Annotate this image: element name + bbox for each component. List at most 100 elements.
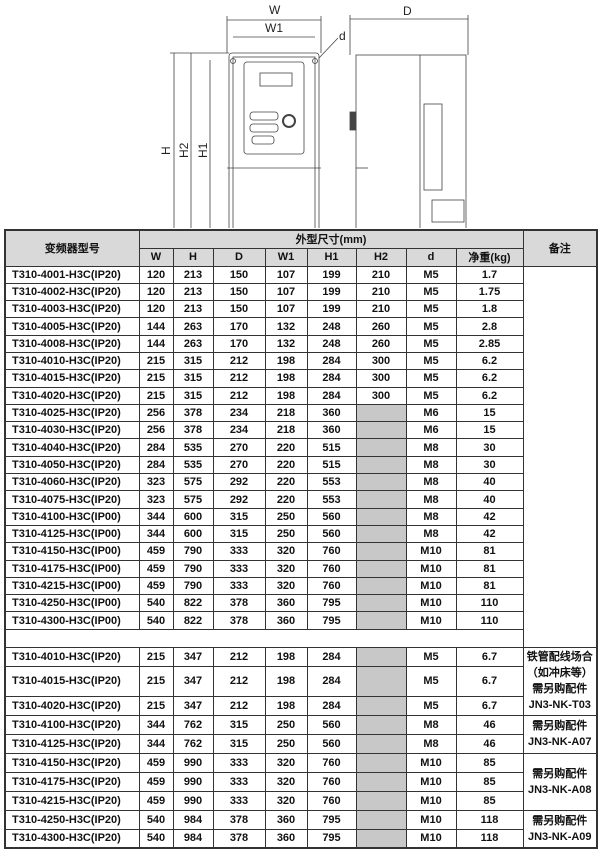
value-cell: 284: [306, 351, 357, 371]
value-cell: 515: [306, 438, 357, 457]
value-cell: 248: [306, 317, 357, 336]
value-cell: 85: [455, 790, 524, 811]
value-cell: 315: [172, 386, 214, 405]
value-cell: 760: [306, 559, 357, 578]
value-cell: [355, 646, 407, 667]
value-cell: 284: [306, 386, 357, 405]
header-col: D: [212, 247, 266, 267]
value-cell: 198: [264, 369, 308, 388]
model-cell: T310-4001-H3C(IP20): [4, 265, 140, 284]
value-cell: 199: [306, 300, 357, 319]
value-cell: [355, 559, 407, 578]
table-row: T310-4008-H3C(IP20) 144 263 170 132 248 260 M5 2…: [4, 334, 597, 353]
value-cell: 212: [212, 646, 266, 667]
value-cell: 6.7: [455, 665, 524, 697]
header-col: W1: [264, 247, 308, 267]
value-cell: [355, 524, 407, 544]
value-cell: 220: [264, 490, 308, 509]
model-cell: T310-4025-H3C(IP20): [4, 403, 140, 423]
value-cell: 553: [306, 490, 357, 509]
value-cell: 40: [455, 473, 524, 492]
value-cell: 213: [172, 300, 214, 319]
value-cell: 344: [138, 524, 174, 544]
value-cell: 40: [455, 490, 524, 509]
value-cell: 822: [172, 611, 214, 630]
value-cell: 459: [138, 542, 174, 561]
table-row: T310-4005-H3C(IP20) 144 263 170 132 248 260 M5 2…: [4, 317, 597, 336]
value-cell: 198: [264, 386, 308, 405]
value-cell: 1.8: [455, 300, 524, 319]
model-cell: T310-4015-H3C(IP20): [4, 665, 140, 697]
value-cell: 300: [355, 369, 407, 388]
value-cell: M5: [405, 282, 457, 302]
value-cell: 218: [264, 403, 308, 423]
header-remarks: 备注: [522, 229, 598, 267]
value-cell: 762: [172, 733, 214, 754]
value-cell: [355, 611, 407, 630]
value-cell: 795: [306, 594, 357, 613]
value-cell: 540: [138, 611, 174, 630]
value-cell: 85: [455, 752, 524, 773]
value-cell: 85: [455, 771, 524, 792]
front-view: [227, 52, 321, 228]
value-cell: 540: [138, 809, 174, 830]
value-cell: 360: [264, 594, 308, 613]
value-cell: 790: [172, 576, 214, 596]
value-cell: 378: [212, 809, 266, 830]
model-cell: T310-4003-H3C(IP20): [4, 300, 140, 319]
value-cell: 315: [212, 507, 266, 526]
value-cell: 215: [138, 351, 174, 371]
value-cell: 42: [455, 507, 524, 526]
value-cell: 144: [138, 334, 174, 353]
value-cell: [355, 542, 407, 561]
value-cell: [355, 455, 407, 475]
value-cell: [355, 473, 407, 492]
value-cell: M8: [405, 438, 457, 457]
value-cell: 120: [138, 265, 174, 284]
label-h2: H2: [177, 142, 191, 158]
value-cell: 762: [172, 714, 214, 735]
dimension-table: 变频器型号 外型尺寸(mm) 备注 W H D W1 H1 H2 d 净重(kg) T310-…: [4, 229, 599, 849]
model-cell: T310-4008-H3C(IP20): [4, 334, 140, 353]
value-cell: 6.7: [455, 695, 524, 716]
value-cell: 790: [172, 559, 214, 578]
model-cell: T310-4300-H3C(IP00): [4, 611, 140, 630]
table-row: T310-4010-H3C(IP20) 215 347 212 198 284 M5 6.7 铁…: [4, 646, 598, 716]
model-cell: T310-4020-H3C(IP20): [4, 695, 140, 716]
table-row: T310-4175-H3C(IP20) 459 990 333 320 760 M10 85: [4, 771, 597, 792]
value-cell: 81: [455, 559, 524, 578]
value-cell: 150: [212, 282, 266, 302]
value-cell: M8: [405, 473, 457, 492]
value-cell: 212: [212, 665, 266, 697]
value-cell: M8: [405, 733, 457, 754]
value-cell: 284: [306, 695, 357, 716]
value-cell: 320: [264, 752, 308, 773]
value-cell: 760: [306, 771, 357, 792]
value-cell: 250: [264, 733, 308, 754]
value-cell: 292: [212, 490, 266, 509]
value-cell: 250: [264, 714, 308, 735]
value-cell: 320: [264, 542, 308, 561]
value-cell: M8: [405, 524, 457, 544]
value-cell: 347: [172, 665, 214, 697]
header-col: H: [172, 247, 214, 267]
value-cell: 347: [172, 695, 214, 716]
header-col: H2: [355, 247, 407, 267]
label-w1: W1: [265, 21, 283, 35]
value-cell: [355, 809, 407, 830]
value-cell: M5: [405, 386, 457, 405]
table-row: T310-4002-H3C(IP20) 120 213 150 107 199 210 M5 1…: [4, 282, 597, 302]
table-row: T310-4060-H3C(IP20) 323 575 292 220 553 M8 40: [4, 473, 597, 492]
table-row: T310-4015-H3C(IP20) 215 315 212 198 284 300 M5 6…: [4, 369, 597, 388]
value-cell: [355, 576, 407, 596]
model-cell: T310-4250-H3C(IP20): [4, 809, 140, 830]
value-cell: 132: [264, 317, 308, 336]
value-cell: 292: [212, 473, 266, 492]
value-cell: 263: [172, 317, 214, 336]
table-row: T310-4075-H3C(IP20) 323 575 292 220 553 M8 40: [4, 490, 597, 509]
model-cell: T310-4175-H3C(IP20): [4, 771, 140, 792]
header-col: W: [138, 247, 174, 267]
value-cell: 320: [264, 559, 308, 578]
value-cell: 150: [212, 300, 266, 319]
label-d-small: d: [339, 29, 346, 43]
